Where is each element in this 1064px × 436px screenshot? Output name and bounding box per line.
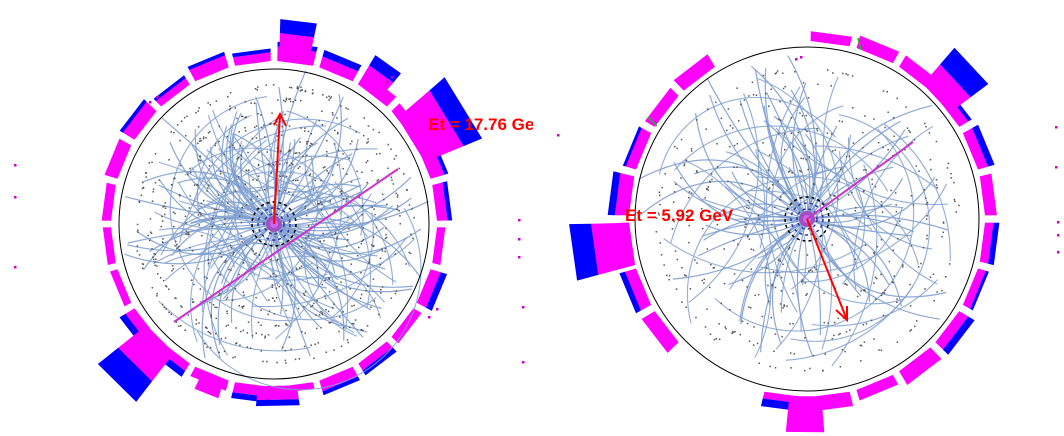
tracker-boundary-ring [118,68,430,380]
muon-stub-top [857,37,862,51]
et-label: Et = 17.76 GeV [428,115,533,134]
calorimeter-towers [569,31,1000,433]
et-label: Et = 5.92 GeV [625,206,734,225]
calorimeter-towers [97,19,483,407]
missing-et-arrow [806,218,848,323]
tracks [637,55,951,367]
muon-stub-left [647,116,658,127]
right-event-display: Et = 5.92 GeV [557,31,1060,433]
missing-et-arrow [273,111,287,225]
jet-axis-line [806,141,914,220]
tracker-hits [655,69,960,372]
tracker-hits [136,84,415,364]
left-event-display: Et = 17.76 GeV [14,19,533,407]
jet-axis-line [173,168,399,323]
outer-hits [557,56,1060,254]
outer-hits [14,76,525,364]
left-event-display-panel: Et = 17.76 GeV [6,6,533,436]
right-event-display-panel: Et = 5.92 GeV [545,6,1064,436]
tracker-boundary-ring [634,46,980,392]
